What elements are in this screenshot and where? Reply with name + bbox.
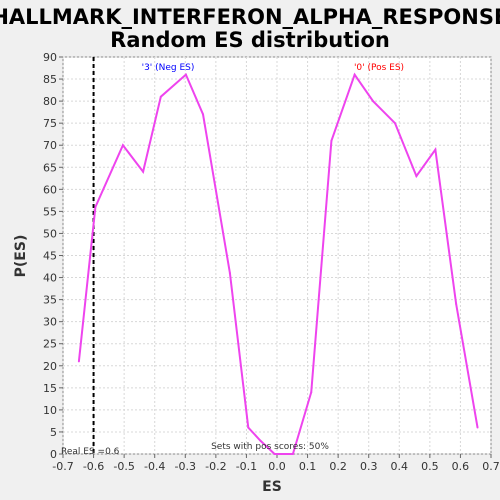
x-axis: -0.7 -0.6 -0.5 -0.4 -0.3 -0.2 -0.1 0.0 0.1 0.2 0.3… xyxy=(52,454,500,473)
data-point xyxy=(330,139,333,142)
x-axis-label: ES xyxy=(262,479,282,495)
y-tick-label: 30 xyxy=(43,316,57,329)
x-tick-label: -0.5 xyxy=(113,460,134,473)
y-tick-label: 15 xyxy=(43,382,57,395)
x-tick-label: 0.2 xyxy=(329,460,347,473)
data-point xyxy=(121,144,124,147)
data-point xyxy=(273,453,276,455)
x-tick-label: 0.5 xyxy=(421,460,439,473)
real-es-label: Real ES =0.6 xyxy=(61,447,120,457)
data-point xyxy=(394,122,397,125)
y-tick-label: 55 xyxy=(43,205,57,218)
y-tick-label: 75 xyxy=(43,117,57,130)
pos-scores-footer: Sets with pos scores: 50% xyxy=(211,442,329,452)
y-tick-label: 70 xyxy=(43,139,57,152)
series-group xyxy=(77,72,479,455)
y-tick-label: 20 xyxy=(43,360,57,373)
y-axis-label: P(ES) xyxy=(13,235,29,278)
x-tick-label: -0.3 xyxy=(175,460,196,473)
data-point xyxy=(159,95,162,98)
chart-title-line2: Random ES distribution xyxy=(110,28,390,52)
grid-lines xyxy=(62,56,492,455)
y-tick-label: 25 xyxy=(43,338,57,351)
x-tick-label: -0.4 xyxy=(144,460,165,473)
data-point xyxy=(228,272,231,275)
data-point xyxy=(259,439,262,442)
pos-es-label: '0' (Pos ES) xyxy=(354,63,404,73)
data-point xyxy=(94,205,97,208)
y-tick-label: 0 xyxy=(50,448,57,461)
data-point xyxy=(455,303,458,306)
x-tick-label: 0.4 xyxy=(391,460,409,473)
y-tick-label: 40 xyxy=(43,272,57,285)
y-tick-label: 5 xyxy=(50,426,57,439)
x-tick-label: -0.1 xyxy=(236,460,257,473)
data-point xyxy=(434,148,437,151)
data-point xyxy=(142,170,145,173)
x-tick-label: 0.0 xyxy=(268,460,286,473)
x-tick-label: 0.3 xyxy=(360,460,378,473)
y-tick-label: 85 xyxy=(43,73,57,86)
data-point xyxy=(247,426,250,429)
y-tick-label: 60 xyxy=(43,183,57,196)
x-tick-label: -0.6 xyxy=(83,460,104,473)
y-tick-label: 90 xyxy=(43,51,57,64)
x-tick-label: -0.7 xyxy=(52,460,73,473)
data-point xyxy=(353,73,356,76)
data-point xyxy=(415,175,418,178)
data-point xyxy=(371,100,374,103)
data-point xyxy=(184,73,187,76)
data-point xyxy=(77,360,80,363)
neg-es-label: '3' (Neg ES) xyxy=(142,63,195,73)
x-tick-label: -0.2 xyxy=(205,460,226,473)
x-tick-label: 0.1 xyxy=(299,460,317,473)
data-point xyxy=(291,453,294,455)
y-tick-label: 10 xyxy=(43,404,57,417)
data-point xyxy=(310,391,313,394)
x-tick-label: 0.7 xyxy=(482,460,500,473)
y-tick-label: 80 xyxy=(43,95,57,108)
y-tick-label: 45 xyxy=(43,250,57,263)
data-point xyxy=(202,113,205,116)
y-tick-label: 50 xyxy=(43,227,57,240)
y-tick-label: 65 xyxy=(43,161,57,174)
y-axis: 0 5 10 15 20 25 30 35 40 45 50 55 60 65 70 75 80 85 90 xyxy=(43,51,63,461)
chart-title-line1: HALLMARK_INTERFERON_ALPHA_RESPONSE: xyxy=(0,5,500,29)
data-point xyxy=(476,426,479,429)
x-tick-label: 0.6 xyxy=(452,460,470,473)
y-tick-label: 35 xyxy=(43,294,57,307)
